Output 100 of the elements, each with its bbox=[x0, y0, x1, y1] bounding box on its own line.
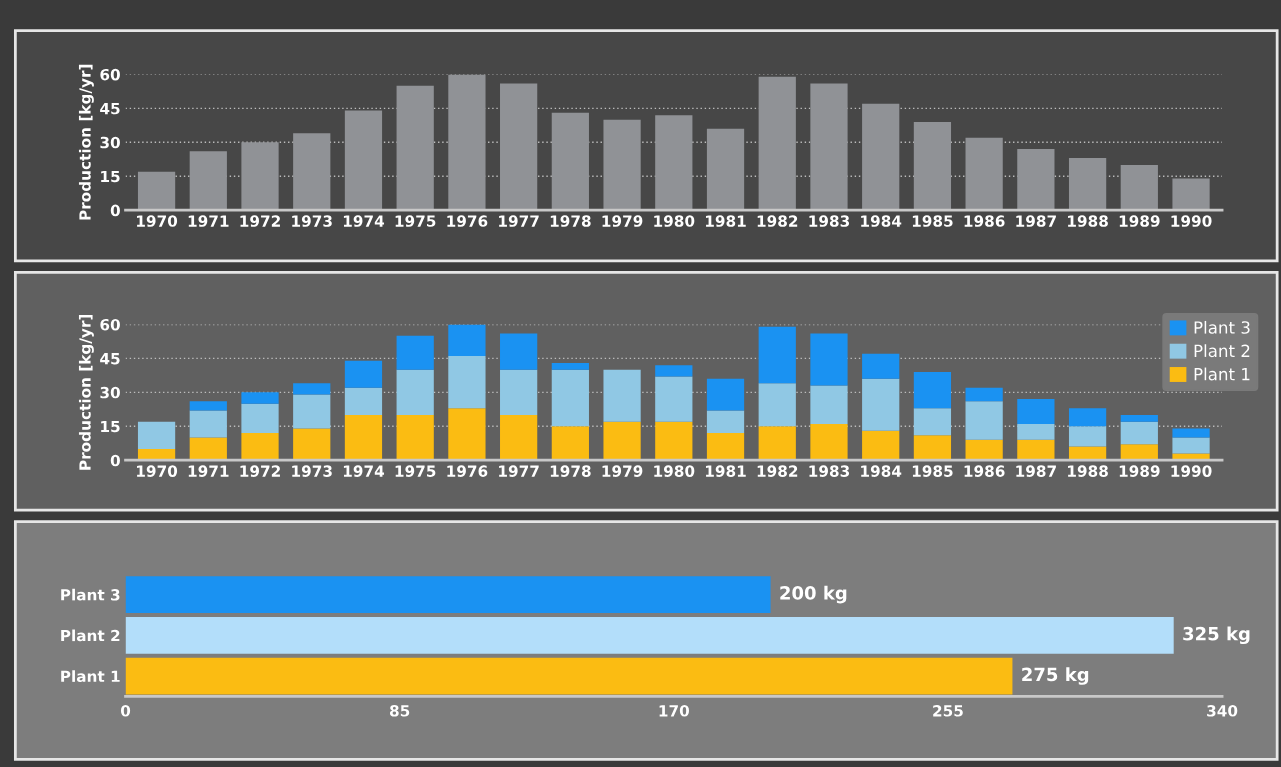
bar bbox=[758, 426, 796, 461]
bar bbox=[396, 369, 434, 415]
bar bbox=[655, 421, 693, 461]
x-tick-label: 1975 bbox=[395, 465, 436, 477]
bar bbox=[125, 576, 771, 613]
x-tick-label: 1980 bbox=[654, 215, 695, 227]
bar bbox=[500, 333, 538, 370]
bar bbox=[603, 421, 641, 461]
data-label: 325 kg bbox=[1183, 626, 1250, 645]
legend-label: Plant 2 bbox=[1194, 344, 1250, 358]
x-tick-label: 1986 bbox=[964, 215, 1005, 227]
x-tick-label: 1989 bbox=[1119, 215, 1160, 227]
bar bbox=[500, 369, 538, 415]
bar bbox=[241, 392, 279, 404]
x-tick-label: 0 bbox=[120, 705, 131, 717]
x-tick-label: 1987 bbox=[1016, 215, 1056, 227]
bar bbox=[913, 121, 952, 211]
y-axis-title: Production [kg/yr] bbox=[78, 64, 94, 220]
bar bbox=[551, 362, 589, 370]
x-tick-label: 1980 bbox=[654, 465, 695, 477]
bar bbox=[551, 112, 589, 211]
x-tick-label: 1982 bbox=[757, 215, 798, 227]
y-tick-label: 15 bbox=[101, 420, 120, 433]
bar bbox=[125, 657, 1013, 695]
x-tick-label: 1983 bbox=[809, 215, 850, 227]
x-tick-label: 1979 bbox=[602, 465, 643, 477]
bar bbox=[448, 356, 486, 409]
bar bbox=[1172, 453, 1210, 461]
x-tick-label: 1970 bbox=[137, 215, 178, 227]
x-tick-label: 1981 bbox=[705, 465, 746, 477]
x-tick-label: 1979 bbox=[602, 215, 643, 227]
bar bbox=[965, 439, 1003, 461]
x-tick-label: 85 bbox=[389, 705, 410, 717]
bar bbox=[1120, 444, 1158, 461]
bar bbox=[137, 421, 176, 449]
bar bbox=[706, 128, 745, 211]
bar bbox=[810, 424, 848, 461]
x-tick-label: 170 bbox=[659, 705, 690, 717]
data-label: 200 kg bbox=[780, 585, 847, 604]
x-tick-label: 1971 bbox=[188, 215, 229, 227]
x-tick-label: 1973 bbox=[292, 215, 332, 227]
y-tick-label: 45 bbox=[100, 103, 120, 115]
bar bbox=[500, 83, 538, 211]
x-tick-label: 1978 bbox=[550, 215, 591, 227]
x-tick-label: 1976 bbox=[447, 215, 488, 227]
x-tick-label: 1971 bbox=[188, 465, 229, 477]
bar bbox=[448, 408, 486, 461]
x-tick-label: 1974 bbox=[343, 465, 385, 477]
bar bbox=[344, 414, 383, 461]
y-tick-label: 60 bbox=[100, 318, 120, 331]
bar bbox=[551, 426, 589, 461]
y-tick-label: Plant 2 bbox=[61, 629, 120, 642]
bar bbox=[551, 369, 589, 427]
bar bbox=[293, 428, 331, 461]
bar bbox=[293, 383, 331, 395]
y-tick-label: 60 bbox=[100, 68, 120, 81]
bar bbox=[125, 616, 1174, 654]
y-tick-label: 30 bbox=[100, 136, 120, 149]
data-label: 275 kg bbox=[1022, 667, 1089, 685]
x-tick-label: 1983 bbox=[809, 465, 850, 477]
bar bbox=[189, 151, 227, 211]
x-tick-label: 1989 bbox=[1119, 465, 1160, 477]
y-tick-label: 15 bbox=[101, 170, 120, 183]
x-tick-label: 255 bbox=[933, 705, 963, 717]
y-axis-title: Production [kg/yr] bbox=[78, 314, 94, 470]
bar bbox=[862, 353, 900, 379]
bar bbox=[758, 76, 796, 211]
bar bbox=[706, 378, 745, 411]
x-tick-label: 1977 bbox=[499, 465, 539, 477]
bar bbox=[1068, 426, 1107, 447]
y-tick-label: 30 bbox=[100, 386, 120, 399]
bar bbox=[862, 430, 900, 461]
bar bbox=[1120, 421, 1158, 445]
bar bbox=[810, 333, 848, 386]
bar bbox=[500, 414, 538, 461]
bar bbox=[1017, 439, 1055, 461]
bar bbox=[706, 410, 745, 434]
bar bbox=[344, 110, 383, 211]
bar bbox=[655, 376, 693, 422]
x-tick-label: 1990 bbox=[1171, 215, 1212, 227]
x-tick-label: 1982 bbox=[757, 465, 798, 477]
bar bbox=[965, 137, 1003, 211]
bar bbox=[655, 365, 693, 377]
y-tick-label: 45 bbox=[100, 353, 120, 365]
bar bbox=[862, 103, 900, 211]
legend-label: Plant 3 bbox=[1194, 320, 1250, 334]
bar bbox=[189, 401, 227, 411]
bar bbox=[241, 403, 279, 434]
bar bbox=[293, 133, 331, 211]
bar bbox=[396, 414, 434, 461]
bar bbox=[137, 171, 176, 211]
x-tick-label: 1985 bbox=[912, 465, 953, 477]
x-tick-label: 1990 bbox=[1171, 465, 1212, 477]
x-tick-label: 1987 bbox=[1016, 465, 1056, 477]
bar bbox=[913, 435, 952, 461]
bar bbox=[965, 387, 1003, 402]
x-tick-label: 1988 bbox=[1068, 465, 1108, 477]
legend-label: Plant 1 bbox=[1194, 367, 1250, 381]
bar bbox=[758, 326, 796, 384]
bar bbox=[810, 83, 848, 211]
